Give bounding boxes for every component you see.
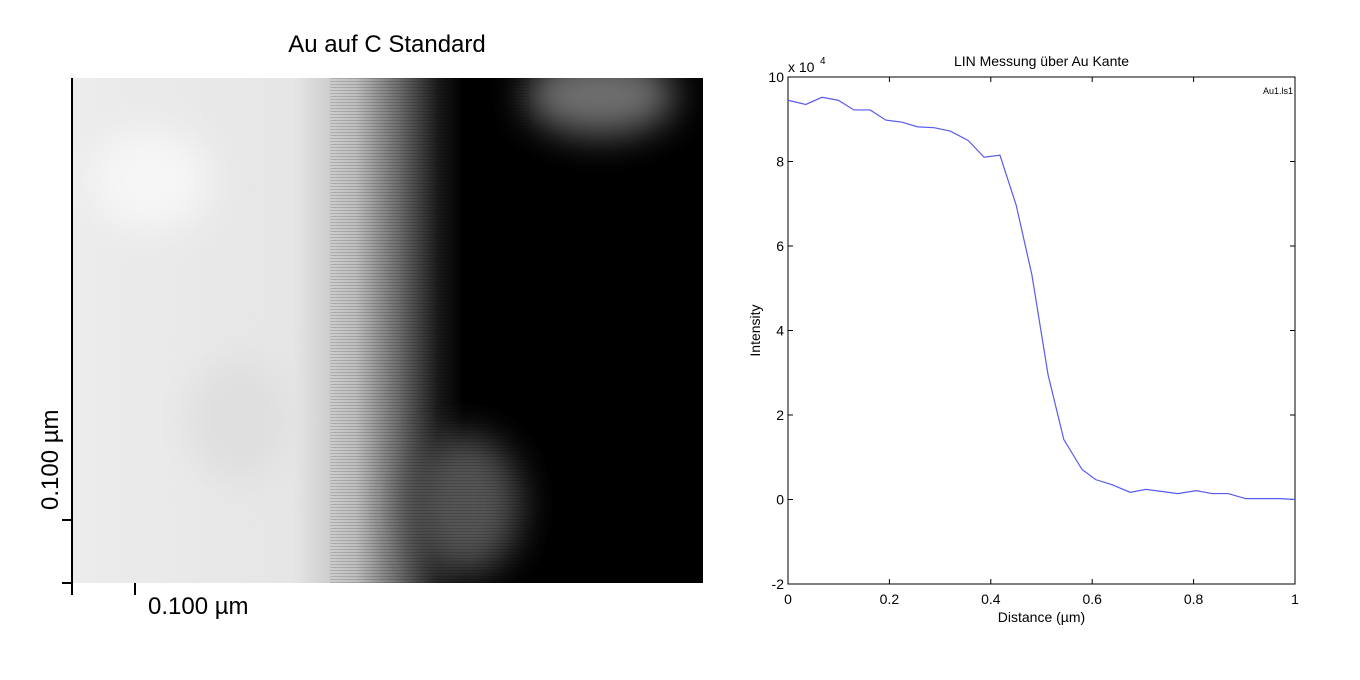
chart-title: LIN Messung über Au Kante [954,53,1129,69]
data-line [787,96,1296,501]
legend-entry: Au1.ls1 [1263,86,1293,96]
x-tick-label: 0.8 [1184,591,1204,607]
line-panel: LIN Messung über Au Kante Distance (µm) In… [747,53,1299,625]
y-tick-label: 6 [776,238,784,254]
y-axis-label: Intensity [747,304,763,356]
y-scale-label: x 10 [788,59,815,75]
x-scale-label: 0.100 µm [148,593,249,620]
y-tick-label: 0 [776,492,784,508]
y-scale-label: 0.100 µm [37,409,64,510]
y-tick-label: 8 [776,154,784,170]
x-axis-label: Distance (µm) [998,609,1085,625]
y-tick-label: -2 [772,576,785,592]
y-tick-label: 4 [776,323,784,339]
x-tick-label: 0.4 [981,591,1001,607]
x-tick-label: 0.2 [880,591,900,607]
x-tick-label: 0 [784,591,792,607]
y-scale-exponent: 4 [820,56,826,67]
x-tick-label: 1 [1291,591,1299,607]
x-tick-label: 0.6 [1082,591,1102,607]
y-tick-label: 10 [768,69,784,85]
y-tick-label: 2 [776,407,784,423]
micrograph [72,78,703,583]
image-panel: Au auf C Standard 0.100 µm 0.100 µm [37,31,703,620]
chart-title: Au auf C Standard [288,31,485,58]
